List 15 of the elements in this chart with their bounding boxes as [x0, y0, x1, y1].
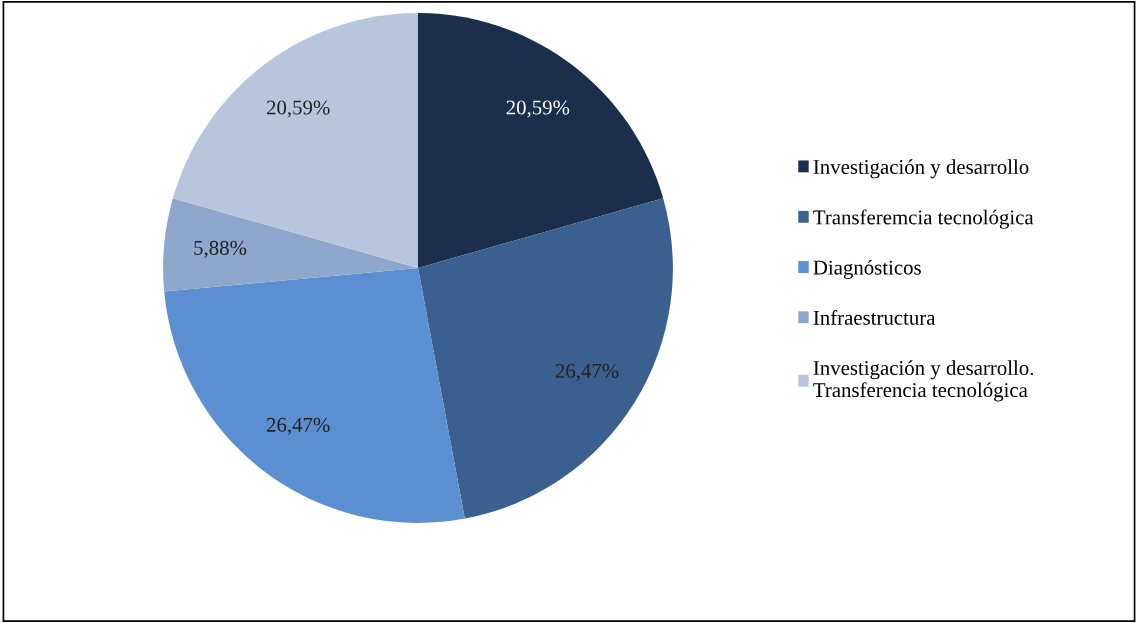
legend-label: Investigación y desarrollo. Transferencia tecnológica	[813, 360, 1034, 402]
pie-slice	[418, 13, 664, 268]
legend-label: Transferemcia tecnológica	[813, 209, 1034, 229]
pie-slice	[172, 13, 418, 268]
legend-label: Diagnósticos	[813, 259, 921, 279]
pie-slice	[163, 198, 418, 292]
pie-slice	[418, 198, 673, 519]
data-label: 26,47%	[266, 417, 330, 435]
data-label: 20,59%	[266, 100, 330, 118]
legend-label: Investigación y desarrollo	[813, 159, 1029, 179]
pie-slice	[164, 268, 465, 523]
data-label: 20,59%	[506, 100, 570, 118]
legend-label: Infraestructura	[813, 309, 936, 325]
data-label: 5,88%	[194, 240, 247, 258]
data-label: 26,47%	[555, 363, 619, 381]
